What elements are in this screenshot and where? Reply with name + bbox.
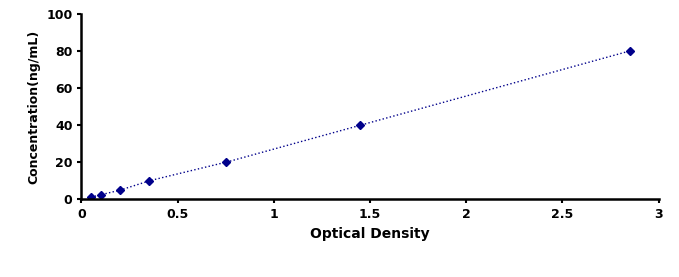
- X-axis label: Optical Density: Optical Density: [310, 227, 430, 241]
- Y-axis label: Concentration(ng/mL): Concentration(ng/mL): [28, 30, 41, 184]
